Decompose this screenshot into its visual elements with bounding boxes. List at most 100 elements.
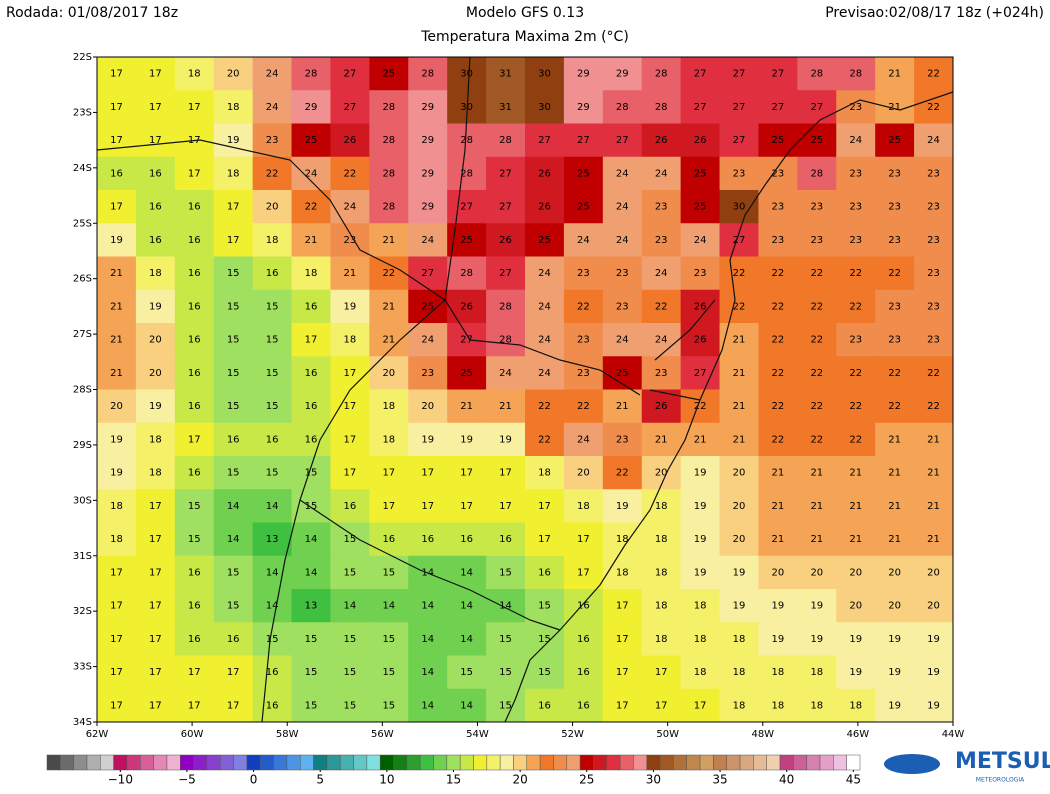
temp-value: 17 xyxy=(616,601,629,612)
temp-cell xyxy=(97,422,137,457)
temp-value: 28 xyxy=(655,102,668,113)
temp-value: 15 xyxy=(344,700,357,711)
temp-cell xyxy=(525,389,565,424)
temp-value: 18 xyxy=(616,534,629,545)
temp-cell xyxy=(719,356,759,390)
temp-cell xyxy=(563,655,604,690)
temp-cell xyxy=(758,622,798,656)
temp-value: 15 xyxy=(305,501,318,512)
temp-cell xyxy=(213,589,254,623)
temp-cell xyxy=(174,655,215,690)
temp-cell xyxy=(525,323,565,357)
temp-value: 18 xyxy=(110,534,123,545)
temp-cell xyxy=(836,323,876,357)
temp-cell xyxy=(680,57,721,91)
temp-value: 23 xyxy=(927,301,940,312)
temp-cell xyxy=(447,256,487,291)
temp-cell xyxy=(486,90,526,124)
temp-value: 26 xyxy=(694,301,707,312)
temp-value: 24 xyxy=(421,335,434,346)
temp-cell xyxy=(563,289,604,324)
colorbar-box xyxy=(473,754,488,771)
temp-value: 27 xyxy=(577,135,590,146)
temp-cell xyxy=(291,57,331,91)
temp-value: 20 xyxy=(733,468,746,479)
colorbar-box xyxy=(140,754,154,771)
temp-value: 30 xyxy=(538,102,551,113)
temp-cell xyxy=(875,522,915,557)
temp-cell xyxy=(291,522,331,557)
lat-tick-label: 22S xyxy=(73,52,92,63)
temp-cell xyxy=(719,456,759,490)
temp-cell xyxy=(213,655,254,690)
temp-value: 25 xyxy=(382,69,395,80)
temp-value: 17 xyxy=(188,700,201,711)
temp-cell xyxy=(97,256,137,291)
temp-cell xyxy=(563,622,604,656)
temp-value: 23 xyxy=(888,335,901,346)
temp-value: 17 xyxy=(110,667,123,678)
temp-value: 24 xyxy=(344,202,357,213)
temp-value: 28 xyxy=(382,135,395,146)
colorbar-tick-label: 0 xyxy=(250,773,258,787)
temp-cell xyxy=(797,456,837,490)
temp-value: 19 xyxy=(733,567,746,578)
temp-value: 25 xyxy=(305,135,318,146)
temp-value: 18 xyxy=(655,501,668,512)
temp-value: 26 xyxy=(694,135,707,146)
temp-value: 20 xyxy=(849,567,862,578)
colorbar-tick-label: −5 xyxy=(178,773,196,787)
temp-value: 15 xyxy=(538,667,551,678)
temp-cell xyxy=(758,456,798,490)
temp-value: 14 xyxy=(421,601,434,612)
temp-value: 15 xyxy=(499,567,512,578)
temp-cell xyxy=(252,57,293,91)
colorbar-tick-label: 10 xyxy=(379,773,394,787)
temp-cell xyxy=(97,289,137,324)
temp-cell xyxy=(719,489,759,523)
temp-cell xyxy=(641,256,682,291)
temp-value: 18 xyxy=(382,434,395,445)
temp-cell xyxy=(797,223,837,257)
temp-cell xyxy=(758,323,798,357)
temp-cell xyxy=(563,389,604,424)
temp-value: 17 xyxy=(499,501,512,512)
temp-value: 15 xyxy=(227,401,240,412)
temp-cell xyxy=(719,190,759,224)
temp-cell xyxy=(213,522,254,557)
temp-cell xyxy=(408,589,448,623)
temp-value: 25 xyxy=(772,135,785,146)
temp-cell xyxy=(174,190,215,224)
temp-value: 17 xyxy=(538,501,551,512)
temp-cell xyxy=(914,356,954,390)
temp-value: 15 xyxy=(382,634,395,645)
temp-cell xyxy=(602,522,643,557)
temp-cell xyxy=(719,223,759,257)
temp-value: 15 xyxy=(344,667,357,678)
temp-value: 17 xyxy=(616,634,629,645)
temp-value: 16 xyxy=(577,601,590,612)
temp-cell xyxy=(914,456,954,490)
temp-cell xyxy=(525,655,565,690)
temp-value: 15 xyxy=(227,468,240,479)
temp-value: 18 xyxy=(810,700,823,711)
temp-value: 16 xyxy=(188,601,201,612)
temp-value: 18 xyxy=(772,700,785,711)
temp-value: 26 xyxy=(538,202,551,213)
temp-value: 28 xyxy=(655,69,668,80)
temp-value: 16 xyxy=(344,501,357,512)
temp-value: 21 xyxy=(110,301,123,312)
temp-value: 17 xyxy=(421,501,434,512)
temp-value: 23 xyxy=(577,335,590,346)
temp-value: 25 xyxy=(577,168,590,179)
temp-cell xyxy=(369,422,409,457)
temp-value: 20 xyxy=(733,501,746,512)
temp-value: 17 xyxy=(344,401,357,412)
temp-cell xyxy=(486,256,526,291)
temp-cell xyxy=(252,688,293,723)
temp-value: 14 xyxy=(305,567,318,578)
temp-value: 21 xyxy=(110,268,123,279)
temp-value: 17 xyxy=(149,135,162,146)
temp-cell xyxy=(330,289,370,324)
temp-value: 22 xyxy=(382,268,395,279)
